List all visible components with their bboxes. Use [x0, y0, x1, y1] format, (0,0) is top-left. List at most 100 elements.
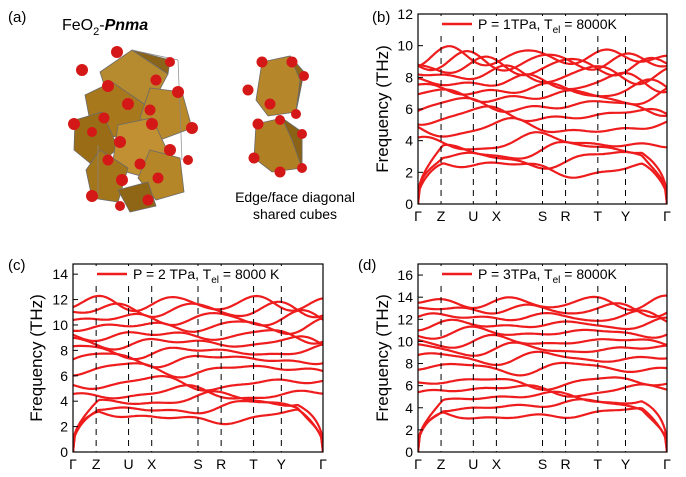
oxygen-atom: [172, 86, 184, 98]
legend-label-main: P = 1TPa, T: [478, 16, 553, 32]
oxygen-atom: [87, 127, 97, 137]
y-tick-label: 16: [397, 267, 413, 283]
structure-large: [68, 46, 198, 213]
x-tick-label: Γ: [663, 456, 671, 472]
oxygen-atom: [275, 115, 285, 125]
oxygen-atom: [256, 56, 268, 68]
y-tick-label: 4: [60, 393, 68, 409]
oxygen-atom: [183, 155, 193, 165]
y-tick-label: 2: [405, 164, 413, 180]
y-axis-title: Frequency (THz): [373, 45, 392, 173]
plot-frame: [417, 13, 668, 205]
y-tick-label: 8: [405, 69, 413, 85]
band-line: [418, 50, 667, 72]
y-tick-label: 4: [405, 133, 413, 149]
plot-frame: [417, 263, 668, 453]
x-tick-label: Z: [437, 208, 446, 224]
y-tick-label: 6: [60, 368, 68, 384]
y-tick-label: 14: [397, 289, 413, 305]
x-tick-label: Γ: [663, 208, 671, 224]
band-line: [73, 399, 323, 452]
legend-box: [438, 266, 638, 284]
oxygen-atom: [76, 64, 88, 76]
oxygen-atom: [186, 122, 198, 134]
oxygen-atom: [286, 56, 298, 68]
panel-a-letter: (a): [8, 9, 26, 26]
band-line: [418, 341, 667, 357]
band-line: [73, 390, 323, 452]
legend-label-subscript: el: [553, 275, 561, 286]
oxygen-atom: [146, 118, 158, 130]
x-tick-label: T: [249, 456, 258, 472]
y-tick-label: 0: [60, 444, 68, 460]
oxygen-atom: [152, 172, 164, 184]
oxygen-atom: [144, 104, 156, 116]
oxygen-atom: [242, 84, 254, 96]
legend-label-suffix: = 8000 K: [219, 266, 280, 282]
legend-label: P = 2 TPa, Tel = 8000 K: [133, 266, 280, 286]
legend-label-subscript: el: [211, 275, 219, 286]
y-tick-label: 0: [405, 196, 413, 212]
oxygen-atom: [122, 98, 134, 110]
x-tick-label: Γ: [319, 456, 327, 472]
x-tick-label: T: [594, 208, 603, 224]
y-tick-label: 10: [52, 317, 68, 333]
x-tick-label: Γ: [414, 208, 422, 224]
legend-box: [93, 266, 293, 284]
oxygen-atom: [142, 194, 154, 206]
polyhedron: [85, 149, 129, 203]
y-tick-label: 2: [60, 419, 68, 435]
y-tick-label: 8: [405, 356, 413, 372]
structure-caption-line2: shared cubes: [253, 206, 337, 222]
structure-space-group: Pnma: [105, 17, 149, 34]
legend-label-subscript: el: [553, 25, 561, 36]
legend-label-main: P = 2 TPa, T: [133, 266, 212, 282]
oxygen-atom: [164, 144, 176, 156]
x-tick-label: X: [492, 456, 502, 472]
x-tick-label: X: [147, 456, 157, 472]
y-tick-label: 6: [405, 101, 413, 117]
oxygen-atom: [291, 109, 301, 119]
y-tick-label: 12: [397, 6, 413, 22]
band-line: [73, 335, 323, 351]
x-tick-label: U: [468, 208, 478, 224]
band-line: [418, 45, 667, 68]
legend-label: P = 1TPa, Tel = 8000K: [478, 16, 617, 36]
band-line: [418, 131, 667, 151]
panel-letter: (b): [372, 9, 390, 26]
legend-label-main: P = 3TPa, T: [478, 266, 553, 282]
x-tick-label: T: [594, 456, 603, 472]
oxygen-atom: [114, 136, 126, 148]
x-tick-label: Y: [621, 456, 631, 472]
y-tick-label: 6: [405, 378, 413, 394]
oxygen-atom: [68, 118, 80, 130]
oxygen-atom: [297, 163, 307, 173]
y-tick-label: 2: [405, 422, 413, 438]
y-tick-label: 12: [52, 292, 68, 308]
oxygen-atom: [134, 158, 146, 170]
plot-frame: [72, 263, 324, 453]
panel-letter: (c): [8, 257, 26, 274]
x-tick-label: R: [216, 456, 226, 472]
legend-box: [438, 16, 638, 34]
oxygen-atom: [165, 57, 175, 67]
x-tick-label: Y: [277, 456, 287, 472]
structure-caption-line1: Edge/face diagonal: [235, 189, 355, 205]
panel-letter: (d): [358, 257, 376, 274]
structure-formula-subscript: 2: [93, 26, 99, 38]
band-line: [418, 316, 667, 332]
band-line: [418, 390, 667, 452]
y-tick-label: 8: [60, 342, 68, 358]
y-tick-label: 14: [52, 266, 68, 282]
y-tick-label: 10: [397, 38, 413, 54]
band-line: [418, 398, 667, 452]
y-axis-title: Frequency (THz): [373, 294, 392, 422]
unit-cell-edge: [177, 59, 183, 161]
x-tick-label: Γ: [69, 456, 77, 472]
oxygen-atom: [248, 152, 260, 164]
polyhedron: [131, 49, 171, 75]
